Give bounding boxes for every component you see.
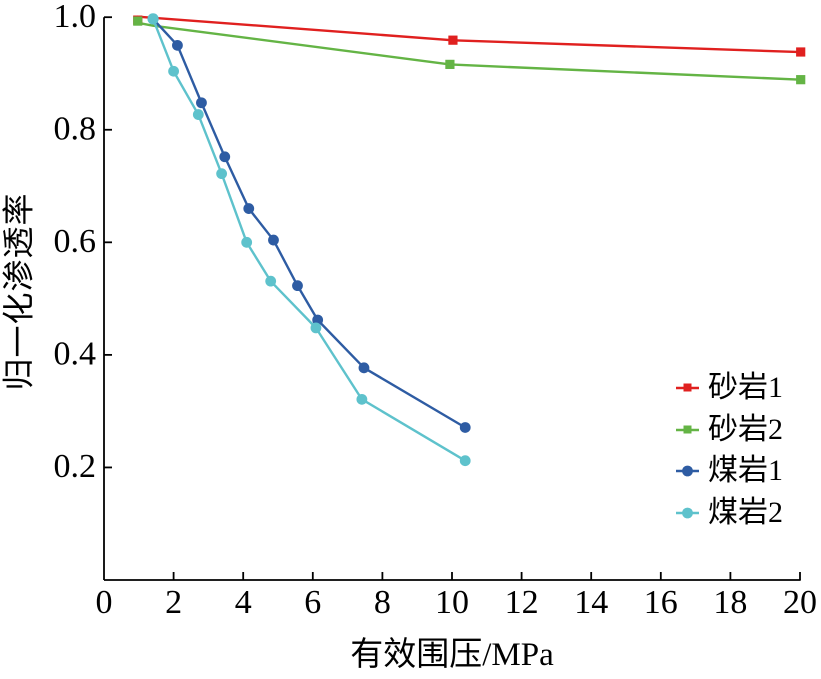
svg-text:1.0: 1.0 — [54, 0, 97, 35]
svg-text:20: 20 — [783, 584, 817, 621]
svg-text:砂岩2: 砂岩2 — [708, 413, 783, 446]
svg-text:6: 6 — [304, 584, 321, 621]
svg-text:0.8: 0.8 — [54, 111, 97, 148]
svg-text:8: 8 — [374, 584, 391, 621]
svg-text:0.6: 0.6 — [54, 223, 97, 260]
svg-text:有效围压/MPa: 有效围压/MPa — [350, 636, 554, 673]
svg-text:18: 18 — [713, 584, 747, 621]
svg-text:14: 14 — [574, 584, 608, 621]
svg-text:2: 2 — [165, 584, 182, 621]
svg-text:4: 4 — [235, 584, 252, 621]
svg-text:砂岩1: 砂岩1 — [708, 371, 783, 404]
svg-text:0.2: 0.2 — [54, 448, 97, 485]
svg-text:16: 16 — [644, 584, 678, 621]
svg-text:煤岩2: 煤岩2 — [708, 496, 783, 529]
svg-text:0.4: 0.4 — [54, 336, 97, 373]
svg-text:12: 12 — [505, 584, 539, 621]
svg-text:10: 10 — [435, 584, 469, 621]
svg-text:煤岩1: 煤岩1 — [708, 454, 783, 487]
svg-text:0: 0 — [96, 584, 113, 621]
